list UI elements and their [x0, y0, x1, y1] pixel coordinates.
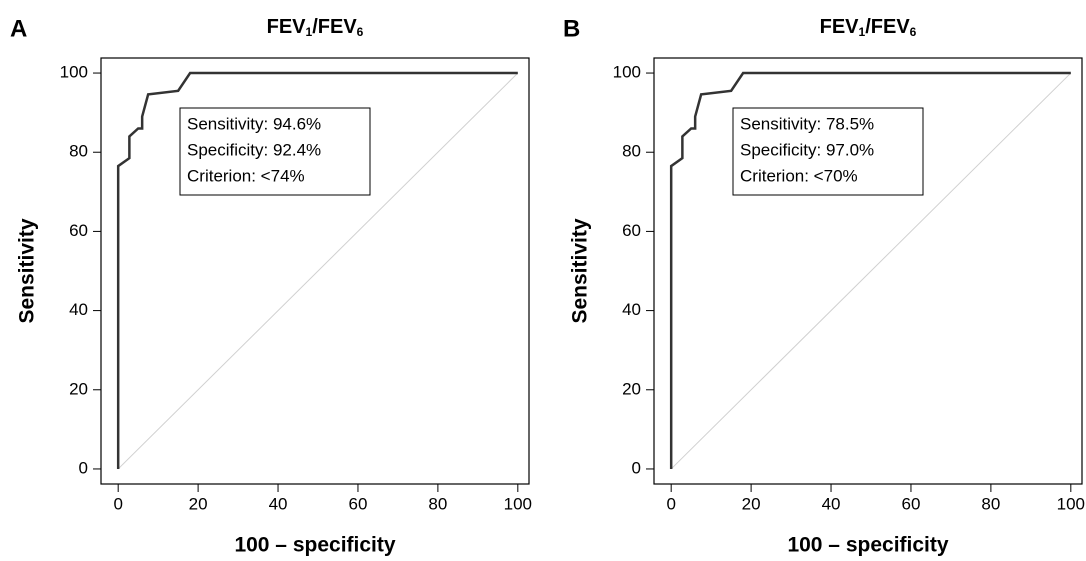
annotation: Specificity: 92.4% [187, 140, 321, 159]
roc-curve [116, 71, 518, 469]
x-tick-label: 0 [113, 494, 122, 513]
x-tick-label: 80 [981, 494, 1000, 513]
x-tick-label: 80 [428, 494, 447, 513]
x-tick-label: 40 [822, 494, 841, 513]
x-tick-label: 20 [189, 494, 208, 513]
annotation-box [732, 107, 924, 196]
annotation: Criterion: <74% [187, 166, 305, 185]
plot-frame [100, 57, 530, 485]
annotation-box [179, 107, 371, 196]
reference-diagonal [670, 72, 1072, 470]
annotation: Criterion: <70% [740, 166, 858, 185]
x-axis-label: 100 – specificity [787, 534, 948, 557]
y-tick-label: 100 [60, 63, 88, 82]
panel-label: A [10, 15, 27, 42]
roc-curve [669, 71, 1071, 469]
annotation: Sensitivity: 94.6% [187, 114, 321, 133]
x-tick-label: 60 [901, 494, 920, 513]
x-tick-label: 0 [666, 494, 675, 513]
x-axis-label: 100 – specificity [234, 534, 395, 557]
y-tick-label: 0 [79, 458, 88, 477]
y-tick-label: 60 [622, 221, 641, 240]
y-tick-label: 20 [69, 379, 88, 398]
y-axis-label: Sensitivity [16, 218, 39, 323]
y-tick-label: 20 [622, 379, 641, 398]
y-tick-label: 100 [613, 63, 641, 82]
y-axis-label: Sensitivity [569, 218, 592, 323]
x-tick-label: 100 [504, 494, 532, 513]
plot-frame [653, 57, 1083, 485]
annotation: Specificity: 97.0% [740, 140, 874, 159]
y-tick-label: 80 [622, 142, 641, 161]
x-tick-label: 20 [742, 494, 761, 513]
chart-title: FEV1/FEV6 [267, 16, 364, 39]
y-tick-label: 0 [632, 458, 641, 477]
x-tick-label: 60 [348, 494, 367, 513]
annotation: Sensitivity: 78.5% [740, 114, 874, 133]
reference-diagonal [117, 72, 519, 470]
y-tick-label: 40 [69, 300, 88, 319]
panel-label: B [563, 15, 580, 42]
y-tick-label: 80 [69, 142, 88, 161]
x-tick-label: 40 [269, 494, 288, 513]
x-tick-label: 100 [1057, 494, 1085, 513]
y-tick-label: 60 [69, 221, 88, 240]
y-tick-label: 40 [622, 300, 641, 319]
chart-title: FEV1/FEV6 [820, 16, 917, 39]
